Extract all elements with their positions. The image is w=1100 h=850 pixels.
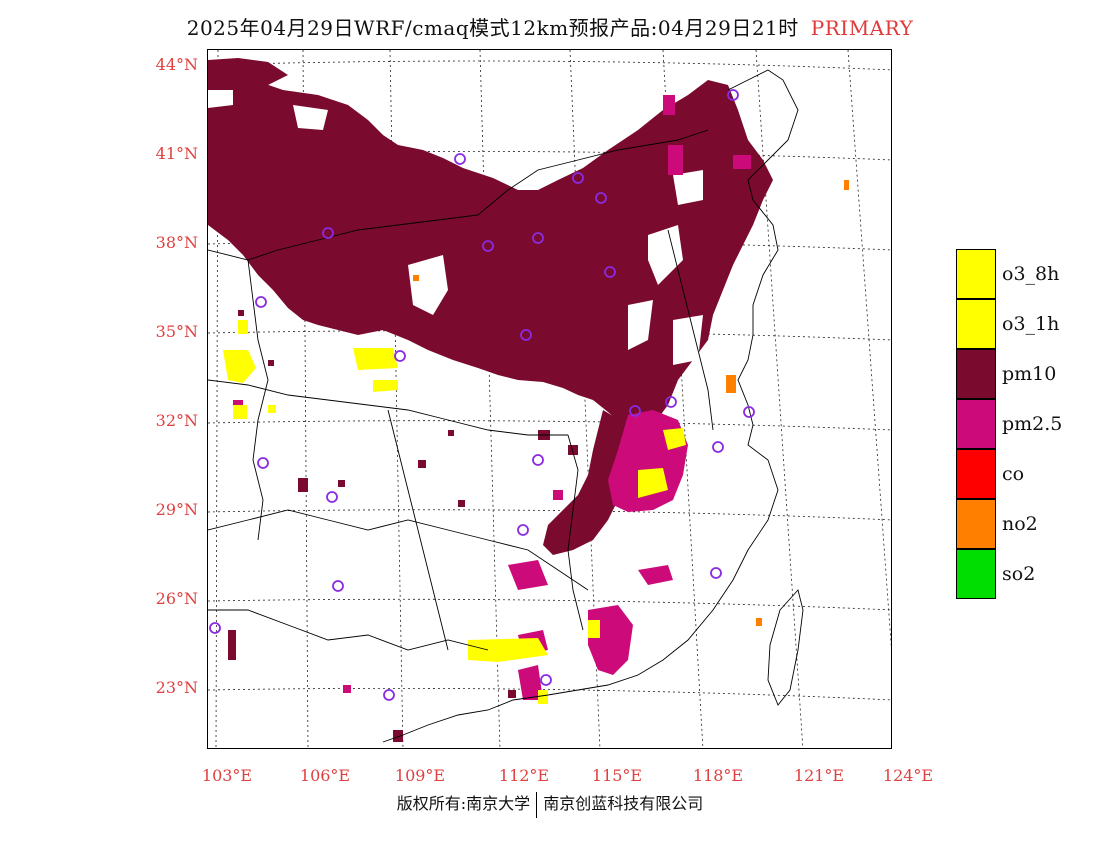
station-marker	[540, 674, 552, 686]
lon-label: 115°E	[591, 766, 643, 785]
lon-label: 124°E	[882, 766, 934, 785]
o3-layer	[223, 320, 686, 704]
stations	[209, 89, 755, 701]
station-marker	[257, 457, 269, 469]
meridian-112	[479, 50, 501, 748]
station-marker	[326, 491, 338, 503]
border-south	[208, 509, 589, 591]
border-central	[387, 409, 449, 651]
border-north	[208, 129, 709, 261]
lon-label: 106°E	[299, 766, 351, 785]
station-marker	[332, 580, 344, 592]
title-text: 2025年04月29日WRF/cmaq模式12km预报产品:04月29日21时	[186, 16, 799, 40]
legend-label: pm2.5	[1002, 413, 1063, 435]
copyright-footer: 版权所有:南京大学 南京创蓝科技有限公司	[0, 790, 1100, 818]
lat-label: 41°N	[155, 144, 198, 163]
station-marker	[604, 266, 616, 278]
legend-swatch	[956, 349, 996, 399]
parallel-29	[208, 509, 891, 521]
station-marker	[532, 232, 544, 244]
station-marker	[532, 454, 544, 466]
legend-swatch	[956, 549, 996, 599]
pm10-layer	[208, 58, 773, 742]
legend-label: no2	[1002, 513, 1038, 535]
border-sw	[208, 609, 489, 651]
lon-label: 118°E	[692, 766, 744, 785]
primary-tag: PRIMARY	[810, 16, 914, 40]
legend-label: pm10	[1002, 363, 1057, 385]
map-title: 2025年04月29日WRF/cmaq模式12km预报产品:04月29日21时 P…	[0, 12, 1100, 41]
pollutant-map	[208, 50, 891, 748]
lat-label: 26°N	[155, 589, 198, 608]
parallel-44	[208, 60, 891, 71]
footer-divider	[536, 791, 538, 818]
lat-label: 29°N	[155, 500, 198, 519]
plume-gaps	[208, 90, 703, 365]
lon-label: 109°E	[394, 766, 446, 785]
station-marker	[629, 405, 641, 417]
station-marker	[482, 240, 494, 252]
border-west	[247, 259, 269, 541]
parallel-32	[208, 420, 891, 431]
legend-swatch	[956, 499, 996, 549]
lon-label: 112°E	[498, 766, 550, 785]
border-mid	[208, 379, 568, 436]
boundaries	[208, 69, 804, 743]
station-marker	[454, 153, 466, 165]
legend-swatch	[956, 299, 996, 349]
station-marker	[710, 567, 722, 579]
border-east-2	[667, 229, 714, 431]
lat-label: 38°N	[155, 233, 198, 252]
station-marker	[572, 172, 584, 184]
parallel-23	[208, 687, 891, 701]
legend-label: o3_8h	[1002, 263, 1060, 285]
no2-layer	[413, 180, 849, 626]
station-marker	[394, 350, 406, 362]
legend-swatch	[956, 249, 996, 299]
station-marker	[743, 406, 755, 418]
station-marker	[209, 622, 221, 634]
station-marker	[255, 296, 267, 308]
station-marker	[727, 89, 739, 101]
lon-label: 121°E	[793, 766, 845, 785]
lon-label: 103°E	[201, 766, 253, 785]
legend-label: o3_1h	[1002, 313, 1060, 335]
parallel-26	[208, 598, 891, 611]
lat-label: 44°N	[155, 55, 198, 74]
legend-swatch	[956, 449, 996, 499]
coastline	[382, 69, 799, 743]
meridian-115	[569, 50, 601, 748]
meridian-124	[847, 50, 891, 648]
border-east	[567, 434, 584, 631]
station-marker	[595, 192, 607, 204]
legend-label: so2	[1002, 563, 1036, 585]
lat-label: 32°N	[155, 411, 198, 430]
taiwan-outline	[767, 589, 804, 706]
station-marker	[665, 396, 677, 408]
station-marker	[517, 524, 529, 536]
lat-label: 35°N	[155, 322, 198, 341]
legend-label: co	[1002, 463, 1025, 485]
meridian-121	[755, 50, 804, 748]
copyright-company: 南京创蓝科技有限公司	[543, 794, 704, 813]
station-marker	[322, 227, 334, 239]
copyright-owner: 版权所有:南京大学	[396, 794, 531, 813]
station-marker	[520, 329, 532, 341]
station-marker	[383, 689, 395, 701]
map-panel[interactable]	[207, 49, 892, 749]
station-marker	[712, 441, 724, 453]
legend-swatch	[956, 399, 996, 449]
lat-label: 23°N	[155, 678, 198, 697]
